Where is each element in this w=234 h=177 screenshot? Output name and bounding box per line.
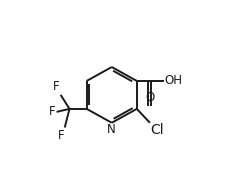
Text: F: F [53,81,60,93]
Text: OH: OH [164,75,182,87]
Text: F: F [57,129,64,142]
Text: O: O [145,91,154,104]
Text: Cl: Cl [151,124,164,138]
Text: F: F [49,105,56,118]
Text: N: N [107,124,116,136]
